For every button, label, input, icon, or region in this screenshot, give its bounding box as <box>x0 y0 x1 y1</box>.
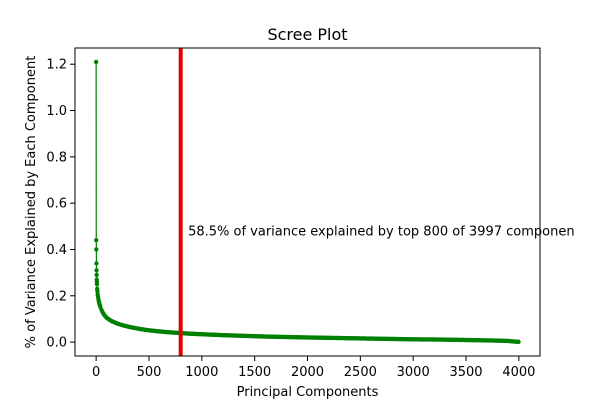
x-tick-label: 3000 <box>397 365 430 380</box>
data-point-2 <box>94 247 99 252</box>
x-axis-label: Principal Components <box>237 385 379 400</box>
y-tick-label: 1.0 <box>46 104 67 119</box>
x-tick-label: 1000 <box>185 365 218 380</box>
data-point-5 <box>94 272 99 278</box>
x-tick-label: 2000 <box>291 365 324 380</box>
y-axis-label: % of Variance Explained by Each Componen… <box>24 56 39 349</box>
x-tick-label: 4000 <box>502 365 535 380</box>
y-tick-label: 0.0 <box>46 336 67 351</box>
data-point-0 <box>93 59 99 65</box>
plot-frame <box>74 47 541 357</box>
y-tick-label: 0.6 <box>46 197 67 212</box>
data-point-8 <box>94 282 100 287</box>
plot-area: 0 500 1000 1500 2000 2500 3000 3500 4000 0.0 0.2 0.… <box>46 47 541 380</box>
y-tick-label: 0.4 <box>46 243 67 258</box>
y-tick-label: 0.2 <box>46 289 67 304</box>
x-tick-label: 500 <box>137 365 162 380</box>
y-tick-label: 1.2 <box>46 58 67 73</box>
annotation-text: 58.5% of variance explained by top 800 o… <box>188 225 575 240</box>
data-point-10 <box>95 288 100 294</box>
chart-title: Scree Plot <box>267 25 347 44</box>
data-point-4 <box>94 268 99 273</box>
series-0-line <box>95 61 519 343</box>
x-tick-label: 0 <box>92 365 100 380</box>
x-tick-label: 1500 <box>238 365 271 380</box>
x-tick-label: 3500 <box>449 365 482 380</box>
y-tick-label: 0.8 <box>46 150 67 165</box>
series-0-marker-fill <box>515 339 520 344</box>
data-point-1 <box>94 238 99 243</box>
data-point-3 <box>94 261 99 266</box>
x-tick-label: 2500 <box>344 365 377 380</box>
